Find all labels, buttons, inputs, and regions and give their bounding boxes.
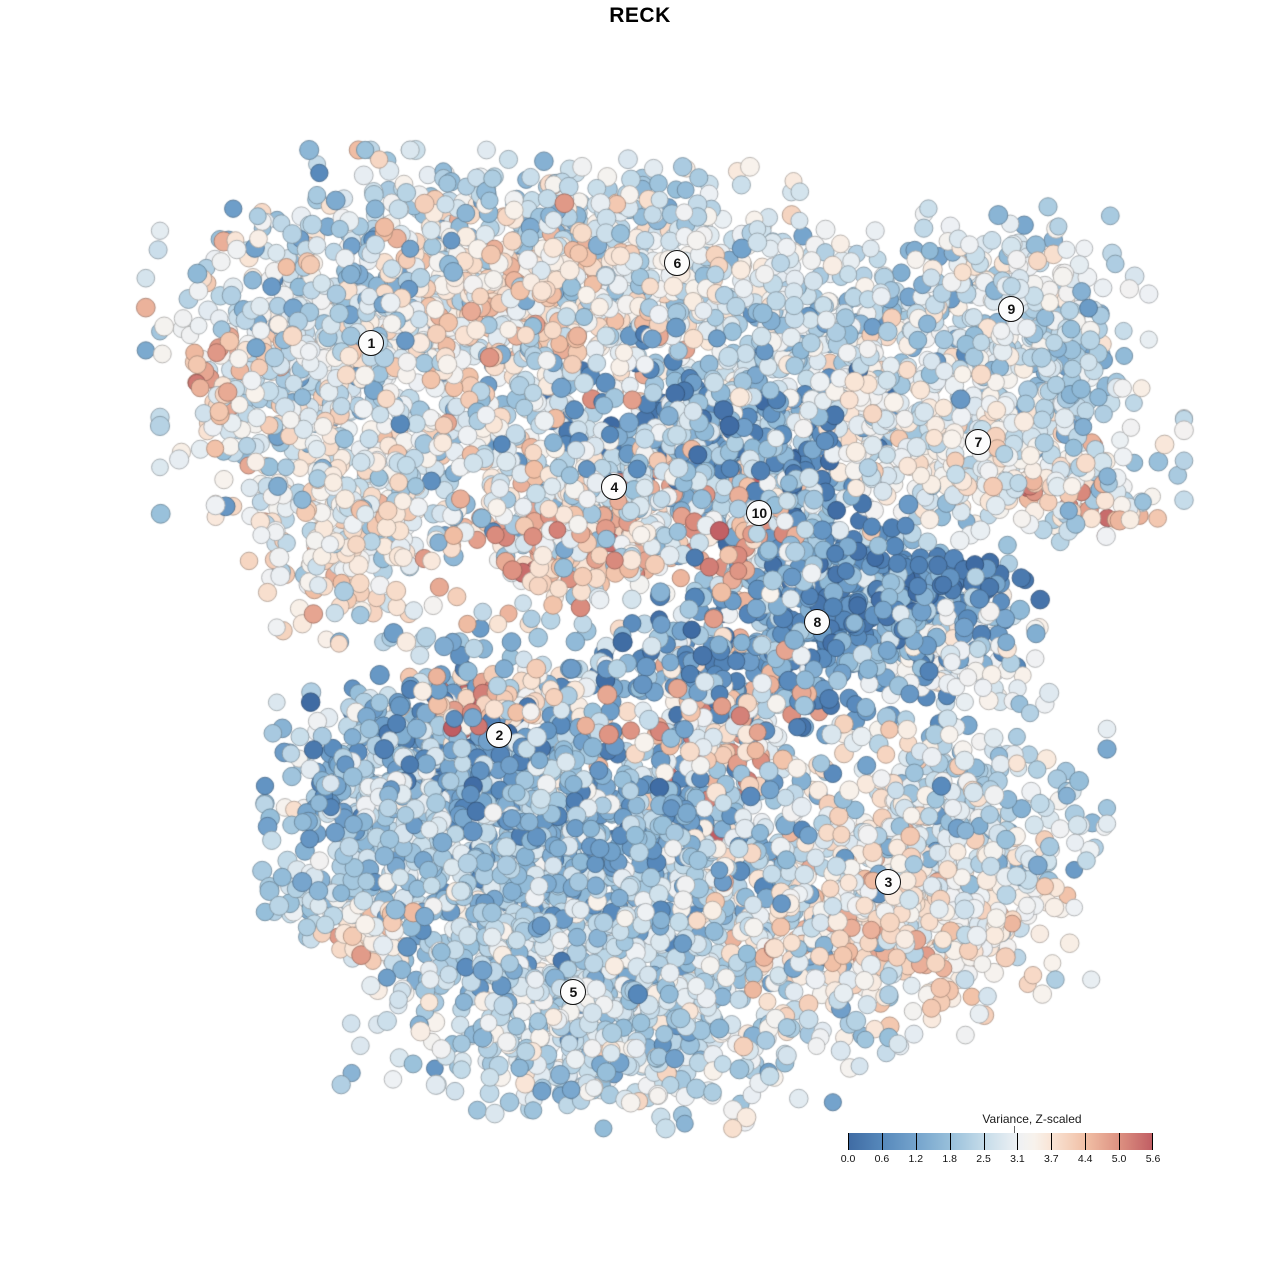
cluster-label-9: 9 [998, 296, 1025, 323]
colorbar-tick-label: 4.4 [1077, 1153, 1093, 1165]
colorbar-tick [1152, 1133, 1153, 1150]
colorbar-tick [1085, 1133, 1087, 1150]
colorbar-tick-label: 0.6 [874, 1153, 890, 1165]
cluster-label-2: 2 [486, 722, 513, 749]
colorbar-tick [983, 1133, 985, 1150]
cluster-label-7: 7 [965, 429, 992, 456]
colorbar-tick-label: 5.0 [1111, 1153, 1127, 1165]
colorbar-indicator-tick [1013, 1126, 1016, 1133]
colorbar-tick [881, 1133, 883, 1150]
colorbar-tick-label: 1.8 [942, 1153, 957, 1165]
cluster-label-6: 6 [664, 250, 691, 277]
colorbar-tick-label: 0.0 [840, 1153, 856, 1165]
colorbar-tick [915, 1133, 917, 1150]
colorbar-tick-label: 3.1 [1010, 1153, 1025, 1165]
colorbar-tick [949, 1133, 951, 1150]
colorbar-tick-label: 1.2 [908, 1153, 924, 1165]
cluster-label-1: 1 [358, 330, 385, 357]
cluster-label-3: 3 [875, 869, 902, 896]
colorbar-tick [1119, 1133, 1121, 1150]
colorbar [848, 1126, 1153, 1150]
colorbar-tick [1017, 1133, 1019, 1150]
colorbar-tick-label: 3.7 [1044, 1153, 1059, 1165]
colorbar-tick-label: 5.6 [1145, 1153, 1161, 1165]
colorbar-tick-label: 2.5 [976, 1153, 991, 1165]
cluster-label-8: 8 [804, 609, 831, 636]
legend-title: Variance, Z-scaled [982, 1112, 1082, 1126]
cluster-label-4: 4 [601, 474, 628, 501]
cluster-label-5: 5 [560, 979, 587, 1006]
colorbar-tick-labels: 0.0 0.6 1.2 1.8 2.5 3.1 3.7 4.4 5.0 5.6 [841, 1153, 1161, 1167]
cluster-label-10: 10 [746, 500, 773, 527]
colorbar-tick [1051, 1133, 1053, 1150]
colorbar-tick [848, 1133, 849, 1150]
colorbar-legend: Variance, Z-scaled 0.0 0.6 1.2 1.8 2.5 3.1 3.7… [841, 1112, 1161, 1172]
